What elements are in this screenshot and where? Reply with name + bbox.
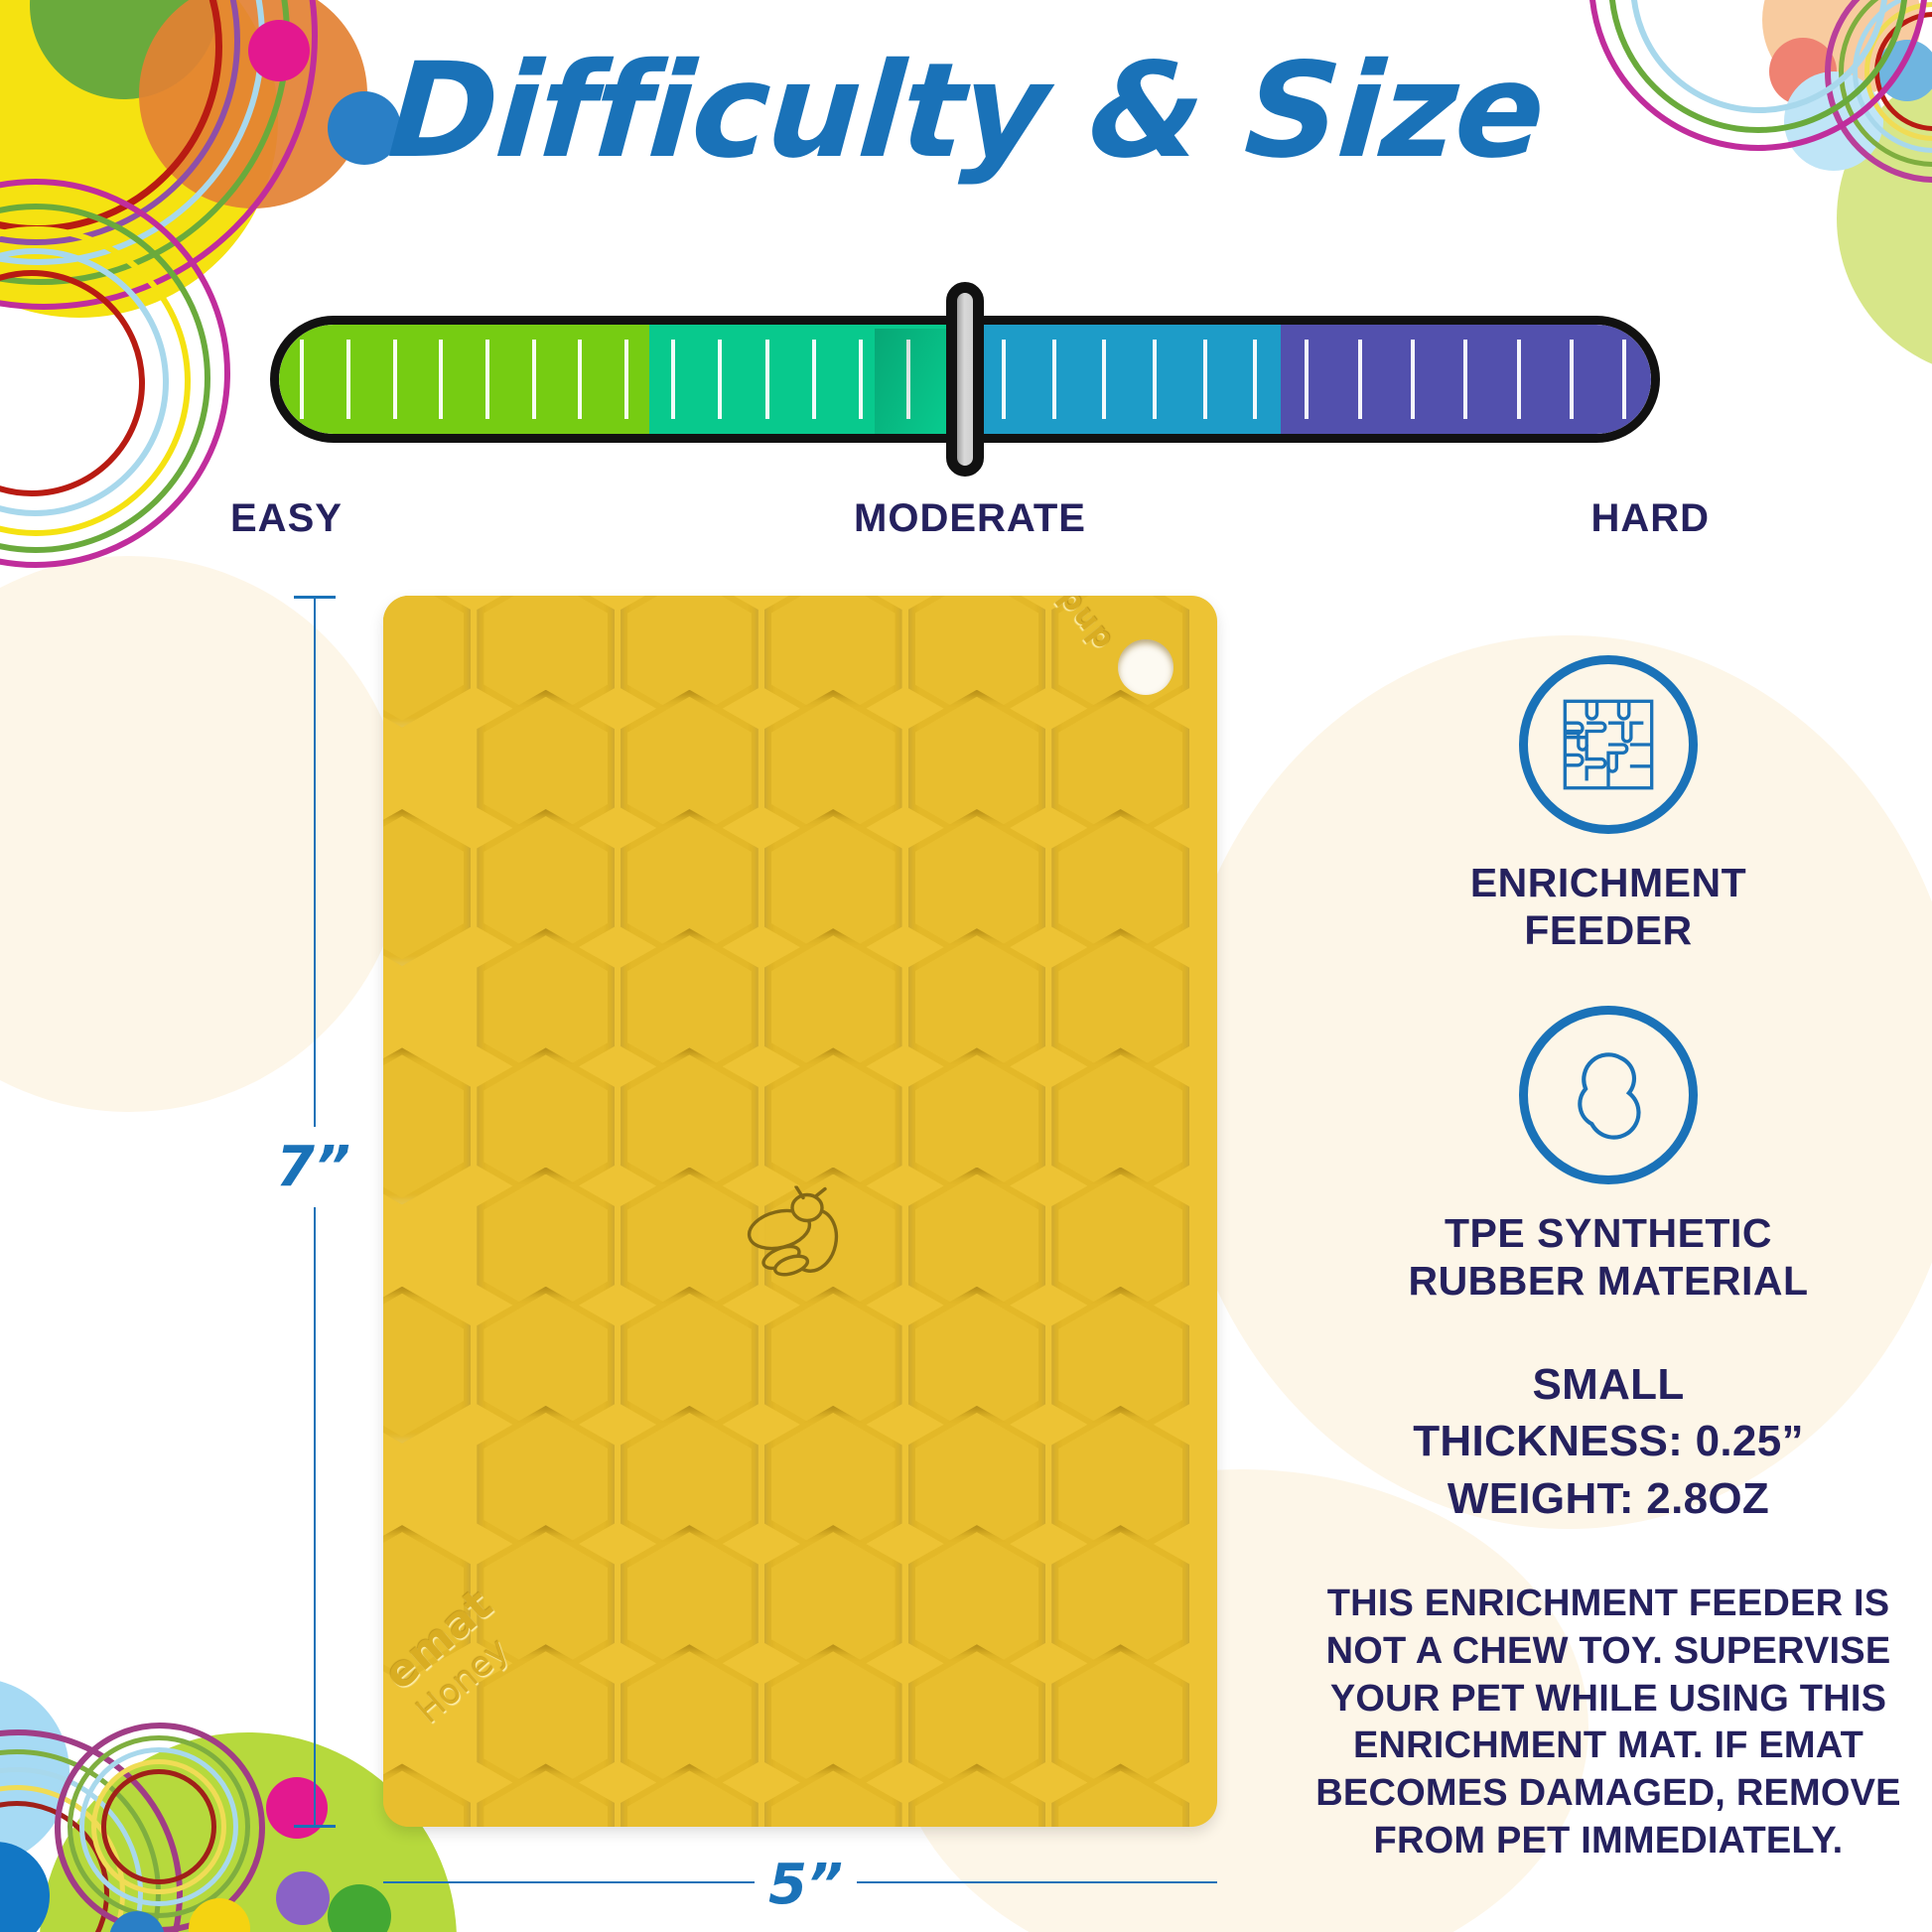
deco-ring-green2-tl — [0, 204, 210, 553]
deco-ring-lightblue3-bl — [79, 1747, 238, 1906]
spec-weight: WEIGHT: 2.8OZ — [1447, 1473, 1770, 1523]
slider-segment-easy — [279, 325, 650, 434]
deco-ring-red3-bl — [101, 1769, 216, 1884]
deco-ring-yellow-bl — [0, 1785, 125, 1932]
feature-line-2: FEEDER — [1524, 906, 1693, 953]
feature-enrichment-feeder: ENRICHMENT FEEDER — [1301, 655, 1916, 954]
cream-blob-left — [0, 556, 407, 1112]
deco-circle-blue-bl — [0, 1842, 50, 1932]
honeycomb-mat: sodapup emat Honey — [383, 596, 1217, 1827]
slider-segments — [279, 325, 1651, 434]
spec-thickness: THICKNESS: 0.25” — [1413, 1417, 1804, 1466]
difficulty-slider[interactable] — [270, 282, 1660, 477]
honeycomb-grid-area — [383, 596, 1195, 1827]
bee-emboss-icon — [742, 1184, 859, 1286]
honeycomb-grid — [383, 596, 1195, 1827]
feature-tpe-rubber: TPE SYNTHETIC RUBBER MATERIAL — [1301, 1006, 1916, 1305]
dimension-width-label: 5” — [755, 1849, 858, 1921]
deco-ring-lightblue2-tl — [0, 248, 169, 516]
features-panel: ENRICHMENT FEEDER TPE SYNTHETIC RUBBER M… — [1301, 655, 1916, 1865]
deco-ring-yellow-tl — [0, 226, 191, 536]
slider-segment-moderate-hard — [978, 325, 1281, 434]
page-title: Difficulty & Size — [384, 35, 1548, 188]
deco-ring-magenta2-tl — [0, 179, 230, 568]
rubber-peanut-icon — [1519, 1006, 1698, 1185]
deco-ring-red2-tl — [0, 270, 145, 496]
slider-segment-hard — [1280, 325, 1651, 434]
dimension-line-vertical — [314, 596, 316, 1827]
deco-ring-green2-bl — [68, 1735, 250, 1918]
deco-dot-magenta-bl — [266, 1777, 328, 1839]
hanging-hole — [1118, 639, 1173, 695]
honeycomb-cell — [383, 596, 472, 728]
safety-warning-text: THIS ENRICHMENT FEEDER IS NOT A CHEW TOY… — [1315, 1582, 1901, 1863]
deco-dot-green-bl — [328, 1884, 391, 1932]
deco-ring-green-bl — [0, 1749, 161, 1932]
difficulty-scale-labels: EASY MODERATE HARD — [230, 496, 1710, 556]
honeycomb-cell — [383, 1047, 472, 1205]
dimension-height-label: 7” — [270, 1127, 357, 1207]
honeycomb-cell — [383, 1286, 472, 1444]
deco-ring-lightblue-bl — [0, 1767, 143, 1932]
feature-line-1: TPE SYNTHETIC — [1445, 1210, 1772, 1257]
difficulty-label-moderate: MODERATE — [854, 496, 1086, 540]
deco-dot-blue2-bl — [109, 1911, 165, 1932]
deco-dot-yellow-bl — [189, 1898, 250, 1932]
feature-label-enrichment: ENRICHMENT FEEDER — [1301, 860, 1916, 954]
dimension-cap-top — [294, 596, 336, 599]
difficulty-label-hard: HARD — [1590, 496, 1710, 540]
deco-circle-skyblue-bl — [0, 1678, 69, 1866]
product-specs: SMALL THICKNESS: 0.25” WEIGHT: 2.8OZ — [1301, 1356, 1916, 1527]
honeycomb-cell — [383, 808, 472, 967]
feature-label-tpe: TPE SYNTHETIC RUBBER MATERIAL — [1301, 1210, 1916, 1305]
deco-ring-magenta-bl — [0, 1729, 183, 1932]
deco-dot-purple-bl — [276, 1871, 330, 1925]
deco-ring-yellow2-bl — [91, 1759, 226, 1894]
product-image: sodapup emat Honey — [383, 596, 1217, 1837]
feature-line-2: RUBBER MATERIAL — [1408, 1257, 1809, 1304]
puzzle-square-icon — [1519, 655, 1698, 834]
difficulty-label-easy: EASY — [230, 496, 343, 540]
deco-ring-magenta2-bl — [55, 1723, 265, 1932]
deco-ring-red-bl — [0, 1801, 109, 1932]
feature-line-1: ENRICHMENT — [1469, 860, 1747, 905]
spec-size: SMALL — [1532, 1360, 1685, 1410]
slider-segment-easy-moderate — [649, 325, 979, 434]
honeycomb-cell — [383, 1763, 472, 1827]
dimension-cap-bottom — [294, 1825, 336, 1828]
slider-thumb-handle[interactable] — [946, 282, 984, 477]
